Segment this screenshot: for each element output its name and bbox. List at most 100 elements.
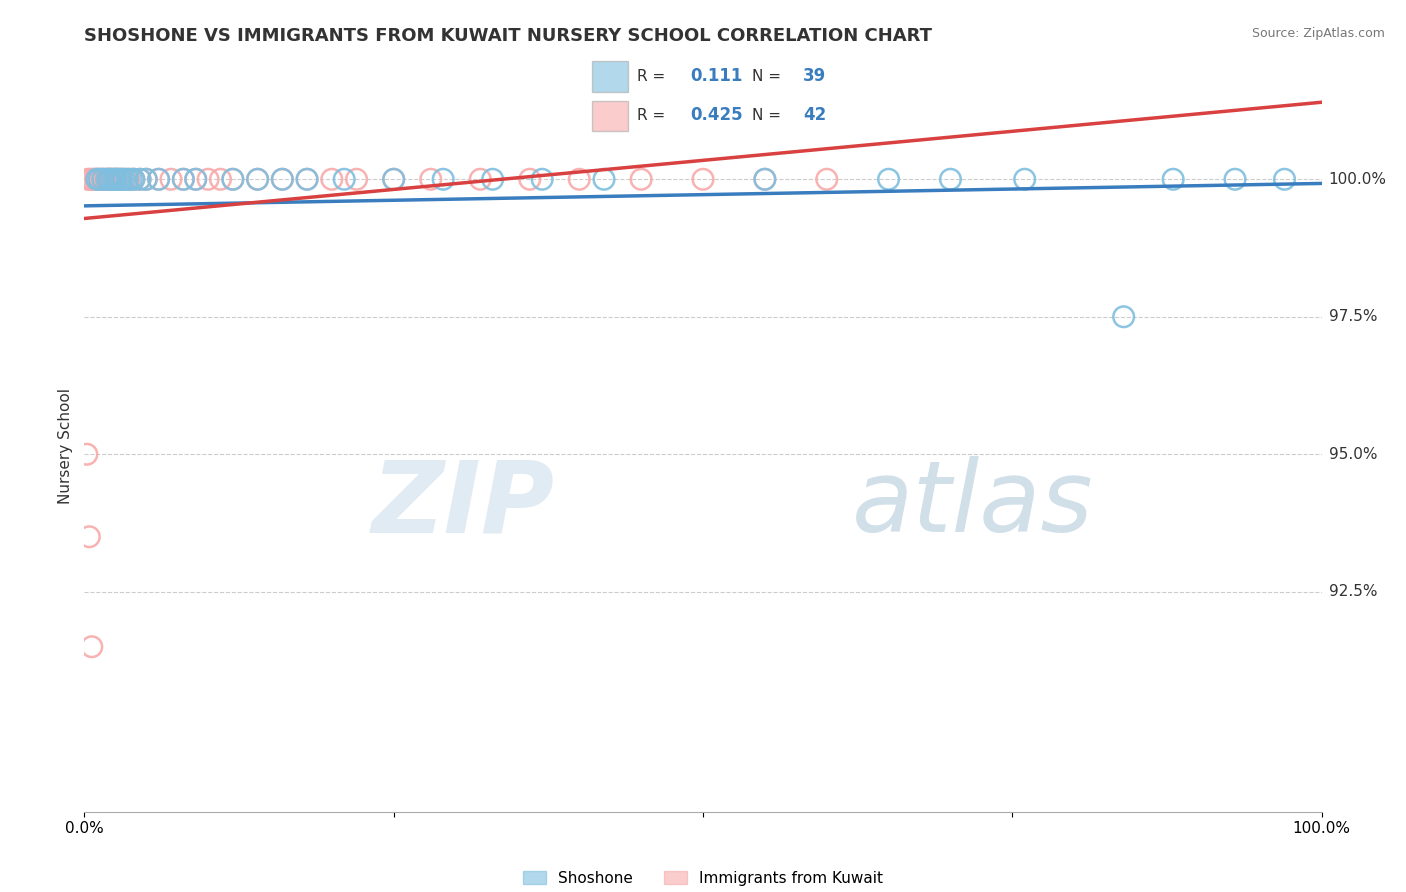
Point <box>84 172 107 186</box>
Point <box>98 172 121 186</box>
Point <box>246 172 269 186</box>
Point <box>120 172 142 186</box>
Point <box>271 172 294 186</box>
Point <box>481 172 503 186</box>
Point <box>89 172 111 186</box>
Point <box>90 172 112 186</box>
Point <box>692 172 714 186</box>
Point <box>96 172 118 186</box>
Text: SHOSHONE VS IMMIGRANTS FROM KUWAIT NURSERY SCHOOL CORRELATION CHART: SHOSHONE VS IMMIGRANTS FROM KUWAIT NURSE… <box>84 27 932 45</box>
Point <box>117 172 139 186</box>
Point <box>114 172 136 186</box>
Text: N =: N = <box>752 69 782 84</box>
Point <box>333 172 356 186</box>
Point <box>1112 310 1135 324</box>
FancyBboxPatch shape <box>592 101 628 131</box>
Point <box>79 172 101 186</box>
Point <box>160 172 183 186</box>
Point <box>432 172 454 186</box>
Point <box>148 172 170 186</box>
Point <box>295 172 318 186</box>
Point <box>593 172 616 186</box>
Point <box>754 172 776 186</box>
Point <box>382 172 405 186</box>
Point <box>246 172 269 186</box>
Point <box>1161 172 1184 186</box>
Point <box>104 172 127 186</box>
Point <box>470 172 492 186</box>
Point <box>98 172 121 186</box>
Point <box>110 172 132 186</box>
Point <box>108 172 131 186</box>
Point <box>135 172 157 186</box>
Text: R =: R = <box>637 69 665 84</box>
Point <box>815 172 838 186</box>
Point <box>122 172 145 186</box>
Point <box>79 530 101 544</box>
Legend: Shoshone, Immigrants from Kuwait: Shoshone, Immigrants from Kuwait <box>517 864 889 892</box>
Point <box>1274 172 1296 186</box>
Point <box>105 172 128 186</box>
Text: R =: R = <box>637 108 665 123</box>
Point <box>419 172 441 186</box>
Point <box>197 172 219 186</box>
Point <box>91 172 114 186</box>
Point <box>531 172 554 186</box>
Text: ZIP: ZIP <box>371 456 554 553</box>
Point <box>222 172 245 186</box>
Point <box>939 172 962 186</box>
Point <box>110 172 132 186</box>
Point <box>80 640 103 654</box>
Point <box>295 172 318 186</box>
Point <box>519 172 541 186</box>
Point <box>97 172 120 186</box>
Point <box>91 172 114 186</box>
Point <box>129 172 152 186</box>
Text: atlas: atlas <box>852 456 1092 553</box>
Point <box>222 172 245 186</box>
Point <box>122 172 145 186</box>
Point <box>105 172 128 186</box>
Point <box>118 172 141 186</box>
Point <box>754 172 776 186</box>
Point <box>172 172 194 186</box>
Point <box>108 172 131 186</box>
Point <box>112 172 135 186</box>
FancyBboxPatch shape <box>592 62 628 92</box>
Point <box>77 172 100 186</box>
Point <box>184 172 207 186</box>
Y-axis label: Nursery School: Nursery School <box>58 388 73 504</box>
Text: 95.0%: 95.0% <box>1329 447 1376 462</box>
Point <box>1014 172 1036 186</box>
Point <box>1223 172 1246 186</box>
Text: 42: 42 <box>803 106 827 124</box>
Text: 100.0%: 100.0% <box>1329 172 1386 186</box>
Point <box>129 172 152 186</box>
Text: 39: 39 <box>803 68 827 86</box>
Point <box>346 172 368 186</box>
Point <box>86 172 108 186</box>
Point <box>172 172 194 186</box>
Point <box>83 860 105 874</box>
Point <box>148 172 170 186</box>
Point <box>209 172 232 186</box>
Text: 97.5%: 97.5% <box>1329 310 1376 325</box>
Point <box>184 172 207 186</box>
Point <box>86 172 108 186</box>
Point <box>89 172 111 186</box>
Point <box>135 172 157 186</box>
Text: 0.111: 0.111 <box>690 68 742 86</box>
Point <box>321 172 343 186</box>
Point <box>94 172 117 186</box>
Point <box>103 172 125 186</box>
Point <box>568 172 591 186</box>
Text: 92.5%: 92.5% <box>1329 584 1376 599</box>
Point <box>382 172 405 186</box>
Point <box>101 172 124 186</box>
Point <box>100 172 122 186</box>
Point <box>630 172 652 186</box>
Text: 0.425: 0.425 <box>690 106 742 124</box>
Text: Source: ZipAtlas.com: Source: ZipAtlas.com <box>1251 27 1385 40</box>
Point <box>82 172 104 186</box>
Point <box>271 172 294 186</box>
